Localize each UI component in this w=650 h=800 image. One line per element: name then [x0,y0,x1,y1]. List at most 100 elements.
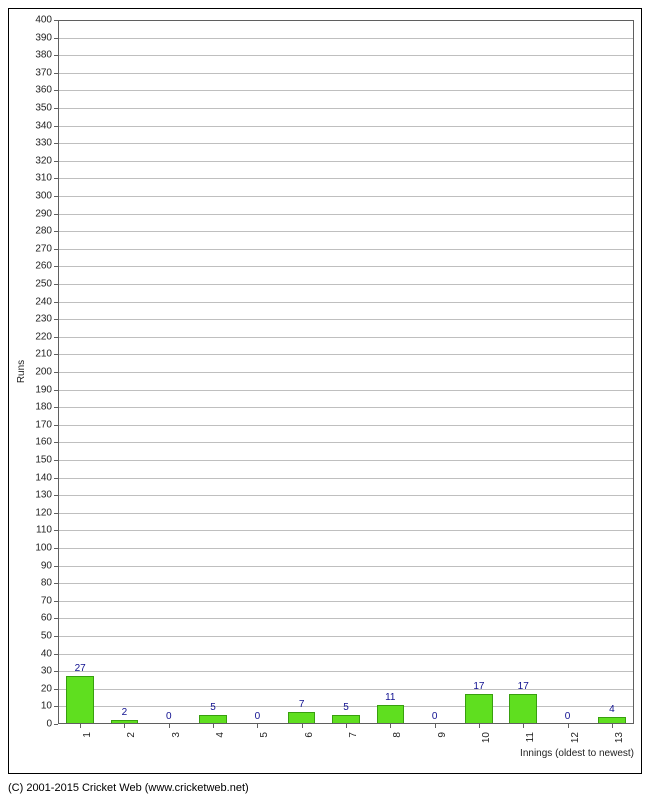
bar [509,694,536,724]
gridline [58,390,634,391]
bar [332,715,359,724]
gridline [58,319,634,320]
chart-container: 27205075110171704 0102030405060708090100… [0,0,650,800]
gridline [58,196,634,197]
y-tick-label: 270 [30,243,52,254]
gridline [58,214,634,215]
y-axis-title: Runs [16,360,27,383]
y-tick-label: 0 [30,719,52,730]
y-tick [54,249,58,250]
x-tick-label: 6 [304,732,315,752]
y-tick [54,319,58,320]
y-tick-label: 330 [30,138,52,149]
y-tick-label: 290 [30,208,52,219]
x-tick-label: 8 [392,732,403,752]
bar [465,694,492,724]
y-tick-label: 110 [30,525,52,536]
x-tick-label: 5 [259,732,270,752]
x-tick [257,724,258,728]
gridline [58,337,634,338]
y-tick [54,495,58,496]
bar-value-label: 4 [609,704,615,715]
bar [288,712,315,724]
y-tick [54,671,58,672]
y-tick-label: 320 [30,155,52,166]
gridline [58,566,634,567]
bar [199,715,226,724]
y-tick [54,566,58,567]
gridline [58,161,634,162]
gridline [58,231,634,232]
gridline [58,90,634,91]
bar-value-label: 2 [122,707,128,718]
y-tick-label: 50 [30,631,52,642]
x-tick [346,724,347,728]
y-tick [54,390,58,391]
y-tick [54,354,58,355]
plot-area: 27205075110171704 [58,20,634,724]
y-tick [54,108,58,109]
y-tick [54,460,58,461]
y-tick-label: 20 [30,683,52,694]
gridline [58,460,634,461]
x-tick [169,724,170,728]
y-tick-label: 310 [30,173,52,184]
y-tick [54,161,58,162]
gridline [58,266,634,267]
y-tick-label: 10 [30,701,52,712]
x-tick [80,724,81,728]
y-tick [54,372,58,373]
bar [377,705,404,724]
gridline [58,654,634,655]
gridline [58,73,634,74]
gridline [58,407,634,408]
y-tick-label: 100 [30,543,52,554]
bar-value-label: 0 [166,711,172,722]
x-tick [568,724,569,728]
y-tick [54,337,58,338]
y-tick [54,178,58,179]
bar [66,676,93,724]
y-tick [54,513,58,514]
y-tick-label: 140 [30,472,52,483]
y-tick [54,20,58,21]
x-tick [124,724,125,728]
y-tick [54,214,58,215]
gridline [58,284,634,285]
gridline [58,495,634,496]
bar-value-label: 17 [473,681,484,692]
x-tick [302,724,303,728]
x-tick-label: 9 [437,732,448,752]
y-tick-label: 370 [30,67,52,78]
x-tick-label: 3 [171,732,182,752]
y-tick-label: 230 [30,314,52,325]
y-tick-label: 250 [30,279,52,290]
bar-value-label: 0 [432,711,438,722]
y-tick-label: 260 [30,261,52,272]
gridline [58,178,634,179]
y-tick-label: 120 [30,507,52,518]
y-tick [54,442,58,443]
gridline [58,601,634,602]
x-tick [213,724,214,728]
bar [598,717,625,724]
y-tick [54,618,58,619]
y-tick [54,126,58,127]
bar-value-label: 0 [255,711,261,722]
gridline [58,249,634,250]
gridline [58,372,634,373]
bar-value-label: 11 [385,692,395,703]
y-tick-label: 390 [30,32,52,43]
y-tick-label: 400 [30,15,52,26]
x-axis-title: Innings (oldest to newest) [520,748,634,759]
y-tick [54,654,58,655]
y-tick-label: 180 [30,402,52,413]
gridline [58,671,634,672]
x-tick-label: 1 [82,732,93,752]
gridline [58,38,634,39]
y-tick-label: 80 [30,578,52,589]
gridline [58,354,634,355]
copyright-text: (C) 2001-2015 Cricket Web (www.cricketwe… [8,782,249,794]
x-tick-label: 10 [481,732,492,752]
y-tick [54,90,58,91]
